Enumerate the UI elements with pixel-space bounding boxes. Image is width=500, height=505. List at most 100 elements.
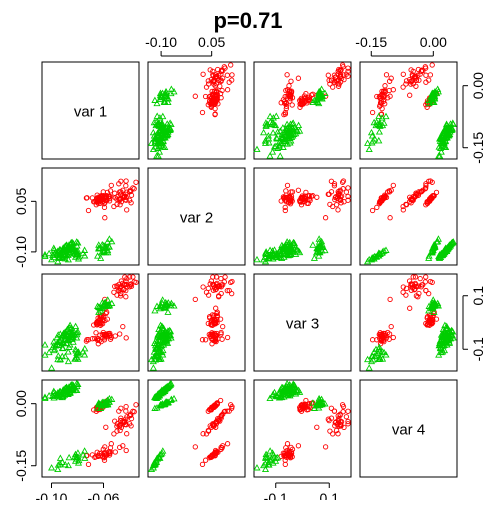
data-point [266,456,274,464]
tick-label: -0.1 [470,337,486,361]
data-point [343,189,350,195]
data-point [95,241,103,248]
data-point [305,200,311,207]
data-point [124,431,130,437]
data-point [345,418,351,425]
data-point [133,179,139,185]
data-point [105,242,113,250]
data-point [305,403,311,409]
data-point [214,332,220,339]
data-point [345,408,351,414]
data-point [79,249,87,256]
data-point [54,352,62,359]
data-point [224,408,230,414]
data-point [93,330,99,336]
data-point [430,98,438,106]
data-point [403,285,410,292]
data-point [200,431,206,437]
data-point [377,93,383,99]
data-point [217,316,224,322]
data-point [108,395,116,402]
data-point [334,78,340,84]
data-point [368,138,376,146]
data-point [209,341,215,347]
data-point [315,252,323,259]
data-point [81,454,89,461]
data-point [386,78,393,84]
data-point [94,252,102,259]
data-point [277,133,286,140]
data-point [310,254,318,261]
data-point [283,87,289,94]
data-point [205,320,211,327]
data-point [65,453,73,461]
data-point [48,255,56,263]
data-point [297,199,303,205]
data-point [322,444,329,450]
data-point [214,330,220,337]
data-point [295,121,303,129]
tick-label: 0.00 [420,34,447,50]
data-point [382,332,388,339]
tick-label: 0.1 [320,490,340,500]
data-point [228,62,234,68]
data-point [102,248,110,256]
data-point [71,248,80,255]
data-point [428,245,436,252]
data-point [373,350,381,358]
panel-frame [253,273,352,372]
data-point [83,195,90,201]
data-point [157,450,165,458]
data-point [124,207,130,213]
data-point [330,84,336,90]
data-point [133,402,139,408]
data-point [112,283,118,290]
data-point [427,178,434,184]
data-point [378,98,384,104]
data-point [73,379,81,387]
data-point [436,152,444,159]
data-point [286,380,294,388]
data-point [131,186,137,192]
data-point [112,418,118,424]
data-point [423,72,429,78]
data-point [282,204,288,211]
data-point [429,62,435,68]
data-point [277,140,285,147]
tick-label: -0.06 [88,490,120,500]
data-point [293,247,301,254]
data-point [264,132,272,139]
data-point [413,83,419,89]
data-point [211,81,217,87]
data-point [221,409,227,415]
data-point [79,347,87,355]
panel-frame [147,379,246,478]
data-point [442,247,450,254]
data-point [280,450,287,456]
tick-label: 0.05 [13,187,29,214]
data-point [382,330,388,337]
data-point [229,77,235,83]
data-point [309,399,317,406]
data-point [151,96,159,103]
data-point [224,334,231,341]
data-point [208,95,214,102]
data-point [205,78,211,84]
data-point [117,195,123,202]
data-point [278,198,284,204]
data-point [328,415,335,421]
data-point [221,279,227,285]
data-point [266,253,274,260]
data-point [430,91,438,99]
data-point [65,249,73,257]
data-point [111,289,117,295]
data-point [441,328,449,335]
data-point [118,415,124,421]
data-point [422,279,428,285]
data-point [270,143,279,150]
data-point [382,192,388,198]
data-point [286,193,293,199]
data-point [156,347,164,355]
data-point [253,145,261,153]
data-point [377,333,383,340]
